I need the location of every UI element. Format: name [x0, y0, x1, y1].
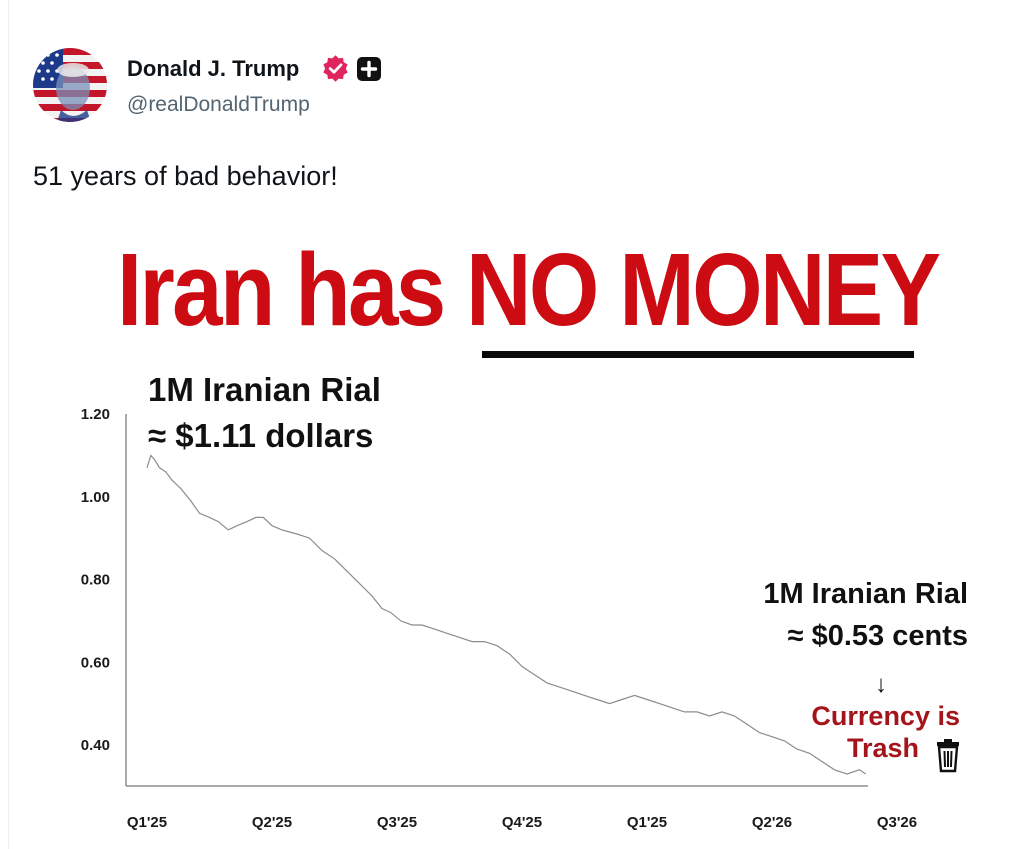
x-tick-label: Q1'25 [627, 814, 667, 831]
annotation-arrow: ↓ [875, 671, 887, 698]
annotation-start-line1: 1M Iranian Rial [148, 371, 381, 408]
timeline-divider [8, 0, 9, 849]
x-tick-label: Q2'25 [252, 814, 292, 831]
y-tick-label: 1.20 [81, 406, 110, 423]
verified-badge-icon [323, 55, 348, 82]
headline-prefix: Iran has [117, 232, 467, 347]
plus-badge-icon [357, 57, 381, 81]
annotation-end-line2: ≈ $0.53 cents [788, 620, 968, 652]
annotation-note-line1: Currency is [811, 701, 960, 731]
trash-can-icon [937, 739, 959, 773]
author-avatar[interactable] [33, 48, 107, 122]
annotation-end-line1: 1M Iranian Rial [763, 578, 968, 610]
x-tick-label: Q3'25 [377, 814, 417, 831]
author-name[interactable]: Donald J. Trump [127, 56, 300, 81]
headline-underline [482, 351, 914, 358]
y-tick-label: 0.60 [81, 654, 110, 671]
y-tick-label: 1.00 [81, 489, 110, 506]
y-tick-label: 0.80 [81, 572, 110, 589]
y-tick-label: 0.40 [81, 737, 110, 754]
x-tick-label: Q1'25 [127, 814, 167, 831]
headline-emphasis: NO MONEY [466, 232, 941, 347]
annotation-note-line2: Trash [847, 733, 919, 763]
avatar-image [33, 48, 107, 122]
x-tick-label: Q2'26 [752, 814, 792, 831]
annotation-start-line2: ≈ $1.11 dollars [148, 417, 373, 454]
image-headline: Iran has NO MONEY [117, 232, 941, 347]
author-handle[interactable]: @realDonaldTrump [127, 93, 310, 116]
series-line [146, 454, 867, 775]
x-tick-label: Q3'26 [877, 814, 917, 831]
x-tick-label: Q4'25 [502, 814, 542, 831]
post-text: 51 years of bad behavior! [33, 161, 338, 191]
